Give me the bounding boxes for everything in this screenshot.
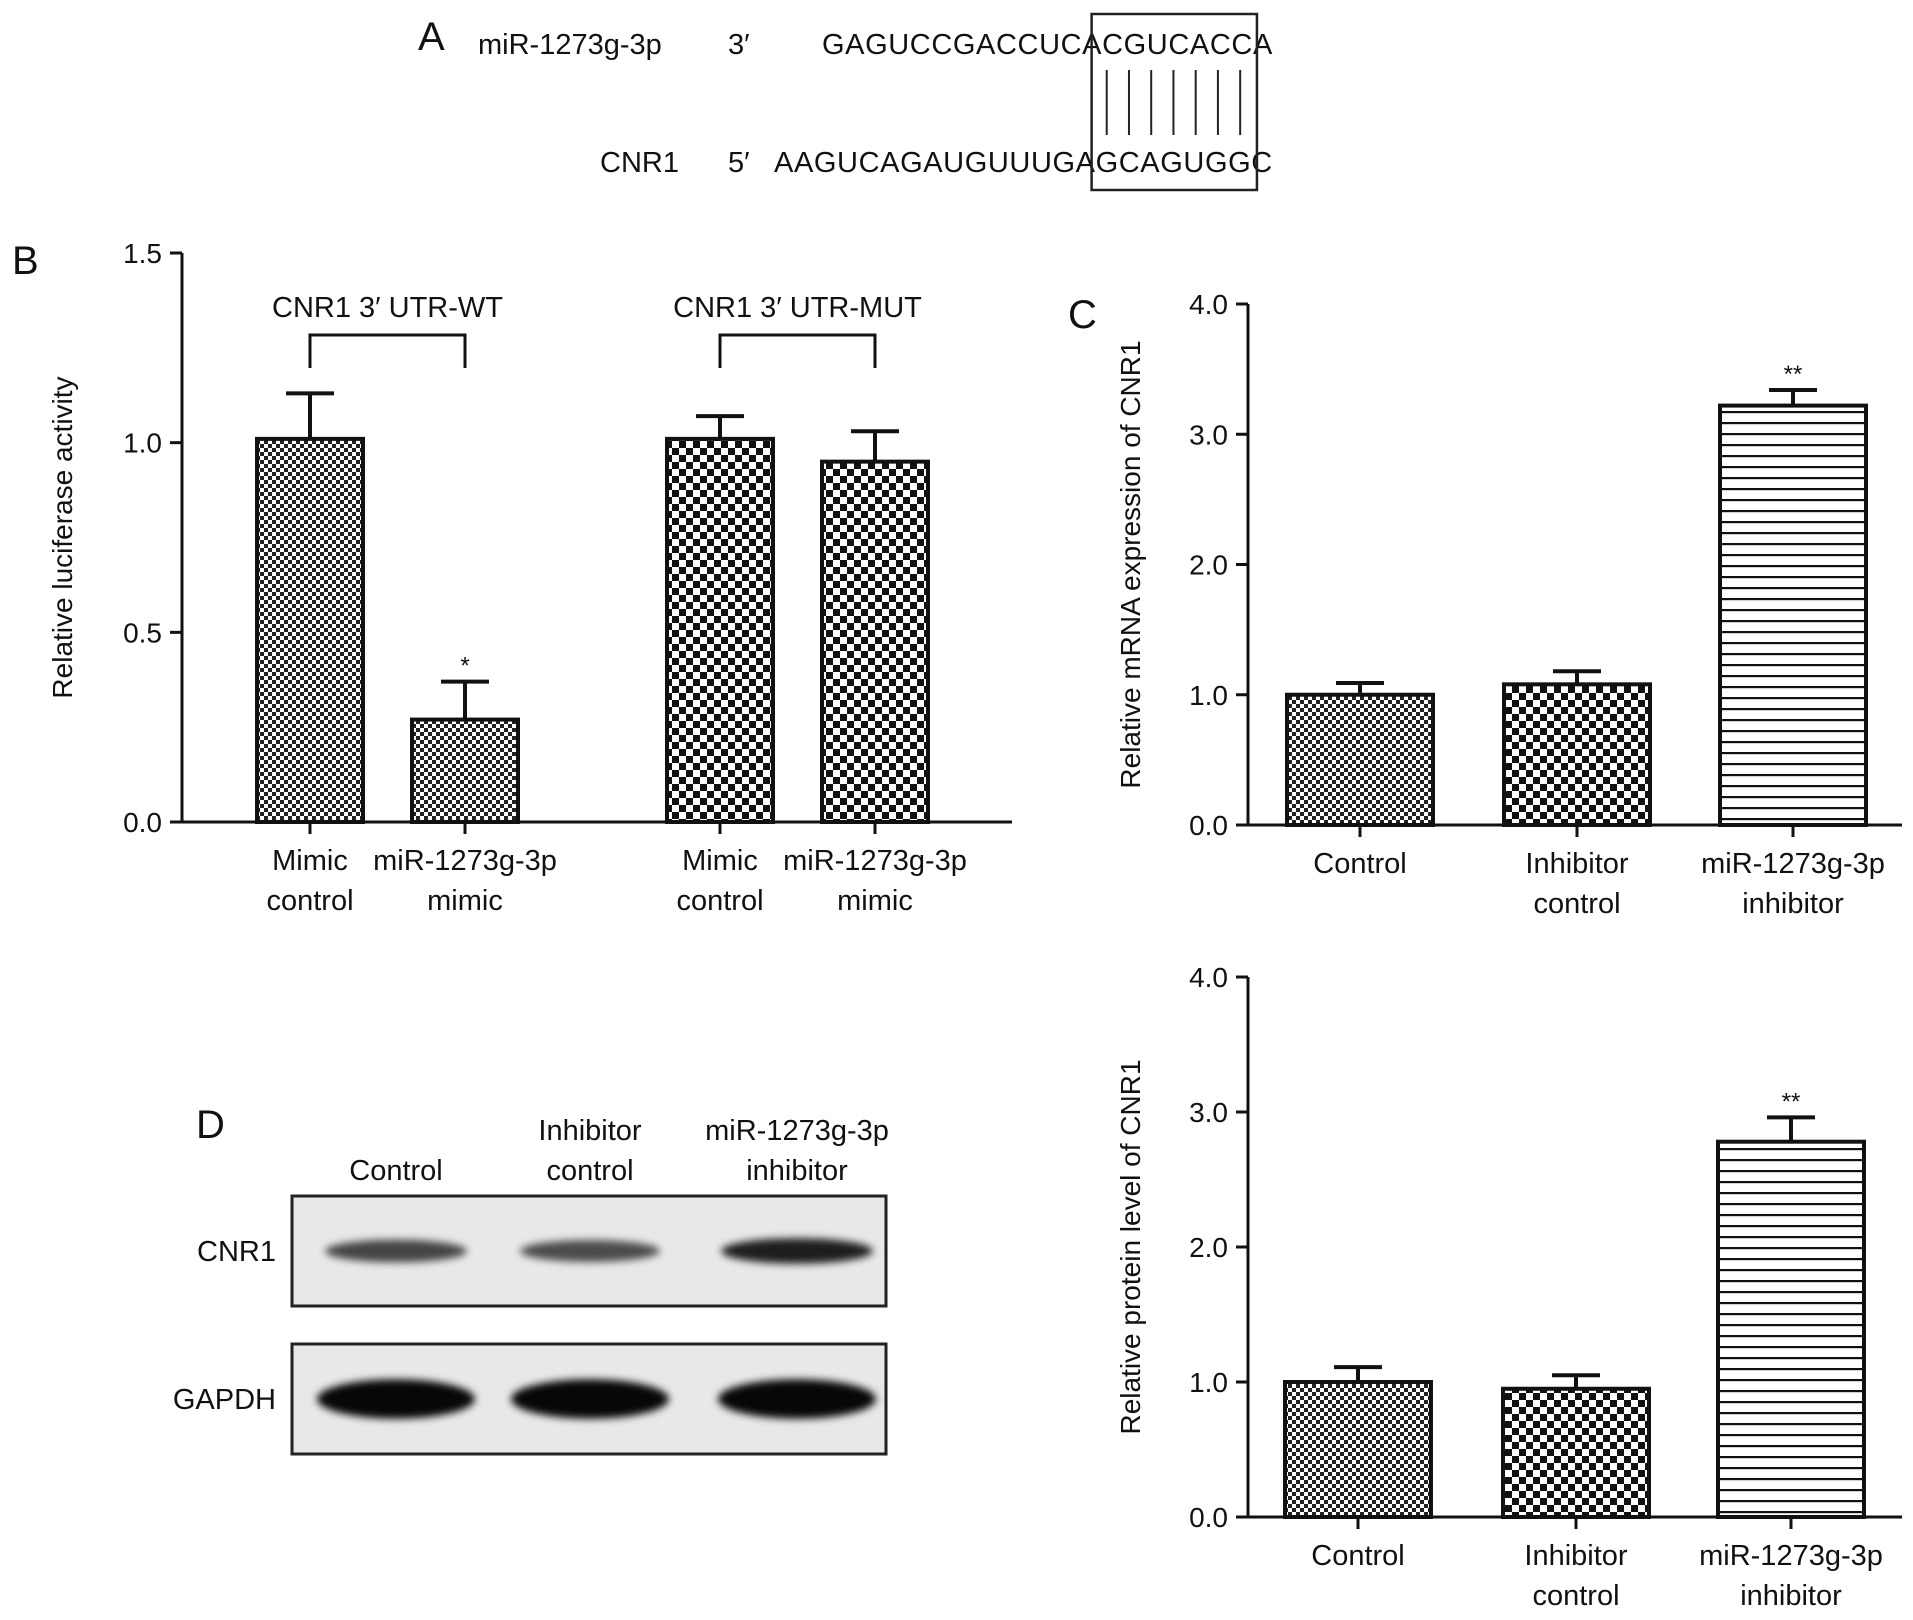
comparison-bracket xyxy=(308,333,467,368)
protein-band xyxy=(325,1239,467,1263)
panel-d-western-blot: D Control Inhibitor control miR-1273g-3p inh… xyxy=(173,1103,889,1456)
x-tick-label: miR-1273g-3p xyxy=(1701,848,1885,880)
y-axis-label: Relative mRNA expression of CNR1 xyxy=(1115,340,1146,788)
target-seq-post: C xyxy=(1251,147,1273,179)
y-tick-label: 4.0 xyxy=(1189,962,1228,993)
y-tick-label: 1.0 xyxy=(123,428,162,459)
y-tick-label: 2.0 xyxy=(1189,550,1228,581)
y-axis-label: Relative luciferase activity xyxy=(47,376,78,698)
mirna-sequence: GAGUCCGACCUCACGUCACCA xyxy=(822,29,1273,61)
bar xyxy=(1716,1139,1866,1519)
protein-band xyxy=(511,1379,669,1419)
base-pair-lines xyxy=(1105,70,1242,135)
target-seed: GCAGUGG xyxy=(1096,147,1252,179)
lane-label: Inhibitor xyxy=(538,1115,642,1147)
lane-label: inhibitor xyxy=(746,1155,848,1187)
x-tick-label: Inhibitor xyxy=(1524,1540,1628,1572)
x-tick-label: control xyxy=(1533,888,1620,920)
x-tick-label: inhibitor xyxy=(1740,1580,1842,1612)
lane-label: Control xyxy=(349,1155,443,1187)
x-tick-label: Inhibitor xyxy=(1525,848,1629,880)
bar xyxy=(255,436,365,824)
y-tick-label: 3.0 xyxy=(1189,1097,1228,1128)
blot-row-label: CNR1 xyxy=(197,1236,276,1268)
x-tick-label: Control xyxy=(1311,1540,1405,1572)
y-tick-label: 0.5 xyxy=(123,617,162,648)
x-tick-label: mimic xyxy=(837,885,913,917)
y-tick-label: 0.0 xyxy=(1189,810,1228,841)
bar xyxy=(1502,682,1652,828)
mirna-seq-pre: GAGUCCGACCUCA xyxy=(822,29,1102,61)
panel-c-label: C xyxy=(1068,293,1097,337)
x-tick-label: inhibitor xyxy=(1742,888,1844,920)
x-tick-label: mimic xyxy=(427,885,503,917)
protein-band xyxy=(721,1238,873,1264)
target-sequence: AAGUCAGAUGUUUGAGCAGUGGC xyxy=(774,147,1273,179)
x-tick-label: miR-1273g-3p xyxy=(373,845,557,877)
x-tick-label: control xyxy=(266,885,353,917)
mirna-name: miR-1273g-3p xyxy=(478,29,662,61)
protein-band xyxy=(718,1379,876,1419)
bar xyxy=(1283,1380,1433,1519)
blot-row-label: GAPDH xyxy=(173,1384,276,1416)
bar xyxy=(665,436,775,824)
panel-a-label: A xyxy=(418,15,445,59)
y-axis-label: Relative protein level of CNR1 xyxy=(1115,1059,1146,1434)
target-end-label: 5′ xyxy=(728,147,750,179)
bar xyxy=(1501,1386,1651,1519)
panel-b-label: B xyxy=(12,239,39,283)
significance-label: ** xyxy=(1782,1088,1801,1115)
significance-label: ** xyxy=(1784,361,1803,388)
y-tick-label: 0.0 xyxy=(1189,1502,1228,1533)
protein-band xyxy=(520,1240,660,1262)
significance-label: * xyxy=(460,653,469,680)
y-tick-label: 4.0 xyxy=(1189,289,1228,320)
y-tick-label: 1.0 xyxy=(1189,680,1228,711)
bar xyxy=(1718,403,1868,827)
target-seq-pre: AAGUCAGAUGUUUGA xyxy=(774,147,1096,179)
bar xyxy=(410,717,520,825)
panel-d-label: D xyxy=(196,1103,225,1147)
bar xyxy=(1285,692,1435,827)
panel-a: A miR-1273g-3p 3′ GAGUCCGACCUCACGUCACCA … xyxy=(418,12,1273,192)
lane-label: miR-1273g-3p xyxy=(705,1115,889,1147)
x-tick-label: Control xyxy=(1313,848,1407,880)
y-tick-label: 0.0 xyxy=(123,807,162,838)
group-label: CNR1 3′ UTR-MUT xyxy=(673,292,922,324)
bar xyxy=(820,459,930,824)
y-tick-label: 1.0 xyxy=(1189,1367,1228,1398)
x-tick-label: control xyxy=(1532,1580,1619,1612)
chart-panel-protein: 0.0 1.0 2.0 3.0 4.0 Relative protein level of… xyxy=(1115,962,1902,1612)
seed-match-box xyxy=(1090,12,1259,192)
y-tick-label: 3.0 xyxy=(1189,419,1228,450)
x-tick-label: miR-1273g-3p xyxy=(783,845,967,877)
y-tick-label: 2.0 xyxy=(1189,1232,1228,1263)
mirna-end-label: 3′ xyxy=(728,29,750,61)
x-tick-label: Mimic xyxy=(272,845,348,877)
comparison-bracket xyxy=(718,333,877,368)
group-label: CNR1 3′ UTR-WT xyxy=(272,292,503,324)
y-tick-label: 1.5 xyxy=(123,238,162,269)
protein-band xyxy=(317,1379,475,1419)
x-tick-label: control xyxy=(676,885,763,917)
chart-panel-b: 0.0 0.5 1.0 1.5 Relative luciferase activity… xyxy=(47,238,1012,917)
chart-panel-c: 0.0 1.0 2.0 3.0 4.0 Relative mRNA expression … xyxy=(1115,289,1902,920)
target-name: CNR1 xyxy=(600,147,679,179)
x-tick-label: miR-1273g-3p xyxy=(1699,1540,1883,1572)
lane-label: control xyxy=(546,1155,633,1187)
x-tick-label: Mimic xyxy=(682,845,758,877)
mirna-seed: CGUCACC xyxy=(1102,29,1253,61)
